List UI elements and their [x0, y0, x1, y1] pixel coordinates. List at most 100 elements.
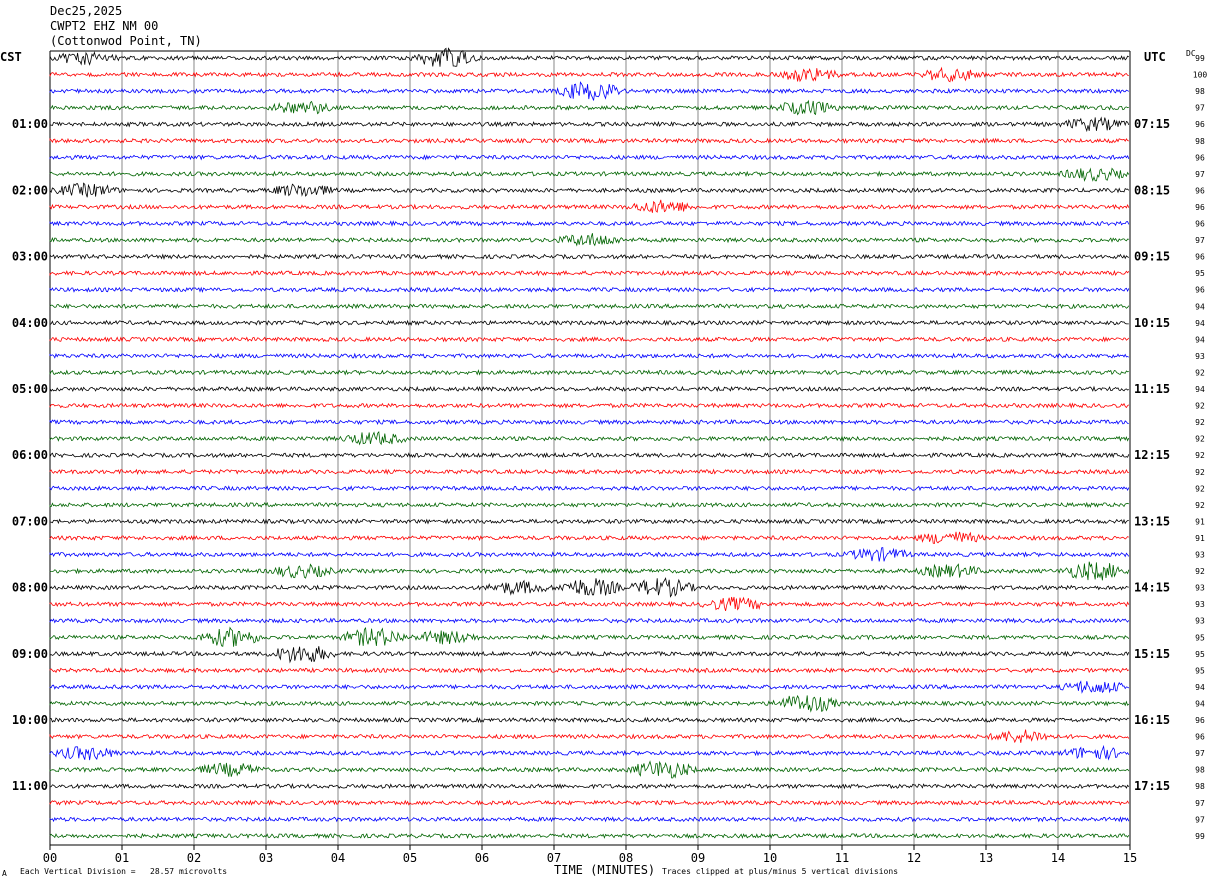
- x-tick-label: 01: [115, 851, 129, 865]
- trace-line-29: [49, 518, 1129, 525]
- cst-hour-label: 08:00: [12, 581, 48, 595]
- hour-labels: 01:00 02:00 03:00 04:00 05:00 06:00 07:00 08:00…: [12, 117, 1170, 793]
- utc-hour-label: 10:15: [1134, 316, 1170, 330]
- x-tick-label: 11: [835, 851, 849, 865]
- cst-hour-label: 05:00: [12, 382, 48, 396]
- dc-offset-label: 95: [1195, 633, 1205, 642]
- dc-offset-label: 96: [1195, 253, 1205, 262]
- record-date: Dec25,2025: [50, 4, 123, 18]
- minute-grid: [49, 50, 1131, 846]
- trace-line-1: [49, 47, 1129, 67]
- trace-line-27: [49, 485, 1130, 492]
- trace-line-4: [49, 99, 1129, 116]
- utc-hour-label: 07:15: [1134, 117, 1170, 131]
- x-axis-ticks: 00 01 02 03 04 05 06 07 08 09 10 11 12 13 14 15: [43, 845, 1137, 865]
- dc-offset-label: 100: [1193, 71, 1208, 80]
- dc-offset-label: 97: [1195, 749, 1205, 758]
- trace-line-47: [49, 816, 1130, 823]
- utc-hour-label: 14:15: [1134, 581, 1170, 595]
- clip-note: Traces clipped at plus/minus 5 vertical …: [662, 867, 899, 876]
- dc-offset-label: 97: [1195, 170, 1205, 179]
- dc-offset-label: 95: [1195, 666, 1205, 675]
- dc-offset-label: 95: [1195, 650, 1205, 659]
- dc-offset-label: 94: [1195, 319, 1205, 328]
- trace-line-48: [49, 832, 1130, 840]
- utc-hour-label: 15:15: [1134, 647, 1170, 661]
- cst-hour-label: 06:00: [12, 448, 48, 462]
- dc-offset-label: 93: [1195, 617, 1205, 626]
- utc-hour-label: 08:15: [1134, 183, 1170, 197]
- trace-line-33: [49, 577, 1129, 598]
- trace-line-14: [49, 269, 1130, 277]
- dc-offset-label: 96: [1195, 220, 1205, 229]
- left-timezone-label: CST: [0, 50, 22, 64]
- x-tick-label: 05: [403, 851, 417, 865]
- trace-line-34: [49, 596, 1130, 612]
- trace-line-9: [49, 182, 1130, 198]
- dc-offset-label: 94: [1195, 683, 1205, 692]
- station-location: (Cottonwod Point, TN): [50, 34, 202, 48]
- trace-line-32: [49, 561, 1130, 581]
- x-tick-label: 12: [907, 851, 921, 865]
- trace-group: 99 100 98 97 96 98 96 97 96 96 96 97 96 95 96 94 94 94 93 9…: [49, 47, 1208, 841]
- trace-line-44: [49, 760, 1130, 779]
- trace-line-25: [49, 452, 1130, 459]
- dc-offset-label: 94: [1195, 699, 1205, 708]
- trace-line-19: [49, 352, 1130, 359]
- dc-offset-label: 93: [1195, 584, 1205, 593]
- dc-label: DC: [1186, 49, 1196, 58]
- trace-line-28: [49, 501, 1129, 508]
- cst-hour-label: 01:00: [12, 117, 48, 131]
- dc-offset-label: 98: [1195, 137, 1205, 146]
- dc-offset-label: 96: [1195, 120, 1205, 129]
- trace-line-22: [49, 402, 1130, 409]
- dc-offset-label: 99: [1195, 54, 1205, 63]
- cst-hour-label: 07:00: [12, 514, 48, 528]
- dc-offset-label: 98: [1195, 87, 1205, 96]
- dc-offset-label: 97: [1195, 236, 1205, 245]
- utc-hour-label: 16:15: [1134, 713, 1170, 727]
- trace-line-12: [49, 233, 1129, 247]
- cst-hour-label: 10:00: [12, 713, 48, 727]
- trace-line-31: [49, 547, 1130, 562]
- trace-line-36: [49, 626, 1130, 647]
- trace-line-20: [49, 369, 1129, 376]
- trace-line-45: [49, 782, 1130, 790]
- cst-hour-label: 02:00: [12, 183, 48, 197]
- trace-line-35: [49, 617, 1130, 624]
- trace-line-6: [49, 137, 1129, 144]
- dc-offset-label: 94: [1195, 385, 1205, 394]
- trace-line-46: [49, 799, 1130, 807]
- right-timezone-label: UTC: [1144, 50, 1166, 64]
- trace-line-17: [49, 319, 1129, 327]
- trace-line-39: [49, 680, 1130, 694]
- utc-hour-label: 13:15: [1134, 514, 1170, 528]
- dc-offset-label: 92: [1195, 451, 1205, 460]
- trace-line-26: [49, 468, 1129, 476]
- trace-line-41: [49, 716, 1129, 724]
- scale-mark: A: [2, 869, 7, 878]
- cst-hour-label: 04:00: [12, 316, 48, 330]
- vertical-division-note: Each Vertical Division = 28.57 microvolt…: [20, 867, 228, 876]
- dc-offset-label: 93: [1195, 600, 1205, 609]
- trace-line-30: [49, 531, 1129, 544]
- dc-offset-label: 92: [1195, 468, 1205, 477]
- trace-line-11: [49, 220, 1130, 227]
- trace-line-5: [49, 116, 1130, 133]
- x-tick-label: 07: [547, 851, 561, 865]
- dc-offset-label: 93: [1195, 352, 1205, 361]
- trace-line-2: [49, 66, 1129, 83]
- cst-hour-label: 03:00: [12, 250, 48, 264]
- trace-line-43: [49, 744, 1130, 761]
- trace-line-23: [49, 418, 1129, 426]
- dc-offset-label: 92: [1195, 435, 1205, 444]
- x-tick-label: 08: [619, 851, 633, 865]
- dc-offset-label: 92: [1195, 368, 1205, 377]
- dc-offset-label: 92: [1195, 501, 1205, 510]
- trace-line-38: [49, 667, 1130, 674]
- dc-offset-label: 94: [1195, 335, 1205, 344]
- dc-offset-label: 99: [1195, 832, 1205, 841]
- x-tick-label: 06: [475, 851, 489, 865]
- x-tick-label: 03: [259, 851, 273, 865]
